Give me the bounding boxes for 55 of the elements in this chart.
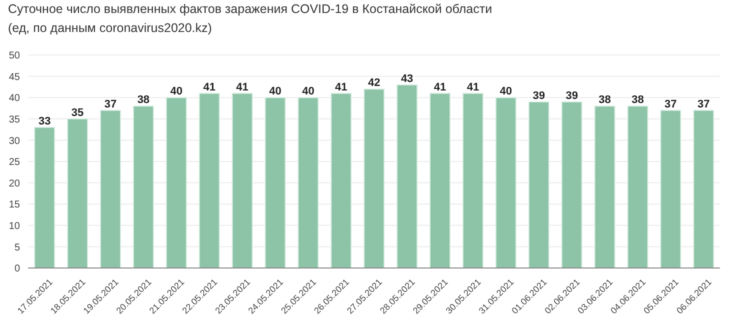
y-tick-label: 30 [8,136,20,147]
y-tick-label: 50 [8,50,20,62]
y-tick-label: 10 [8,220,20,232]
bar [396,84,418,268]
data-label: 37 [104,98,117,110]
bar [693,110,714,268]
bar [264,97,286,268]
data-label: 41 [236,81,248,94]
bar [198,92,220,268]
bar [528,101,550,268]
bar [364,88,385,268]
data-label: 33 [38,115,51,128]
y-tick-label: 20 [8,178,20,190]
data-label: 37 [698,98,710,110]
data-label: 42 [368,77,380,90]
data-label: 39 [566,90,578,102]
bar [132,106,154,268]
bar [462,92,484,268]
y-tick-label: 45 [8,72,20,83]
data-label: 39 [532,90,545,102]
y-tick-label: 35 [8,114,20,126]
y-tick-label: 25 [8,157,20,168]
bar [495,97,516,268]
data-label: 35 [71,106,84,119]
bar [660,110,682,268]
y-tick-label: 0 [14,264,20,275]
bar [298,97,319,268]
data-label: 41 [335,81,348,94]
data-label: 37 [664,98,677,110]
data-label: 40 [500,86,512,98]
data-label: 40 [170,86,183,98]
data-label: 40 [302,86,314,98]
bar [100,110,121,268]
data-label: 38 [137,94,150,106]
chart-title: Суточное число выявленных фактов заражения COVID-19 в Костанайской области [8,2,492,16]
y-tick-label: 15 [8,200,20,211]
data-label: 41 [434,81,446,94]
bar [627,106,648,268]
data-label: 38 [632,94,644,106]
data-label: 38 [598,94,611,106]
bar [594,106,616,268]
bar [34,126,56,268]
data-label: 41 [466,81,480,94]
bar [430,92,451,268]
data-label: 40 [269,86,282,98]
bar [561,101,582,268]
chart-subtitle: (ед, по данным coronavirus2020.kz) [8,21,212,35]
bar [166,97,187,268]
y-tick-label: 5 [14,242,20,254]
bar [232,92,253,268]
bar [67,118,88,268]
y-tick-label: 40 [8,93,20,104]
bar [330,92,352,268]
data-label: 43 [400,72,414,85]
data-label: 41 [203,81,216,94]
